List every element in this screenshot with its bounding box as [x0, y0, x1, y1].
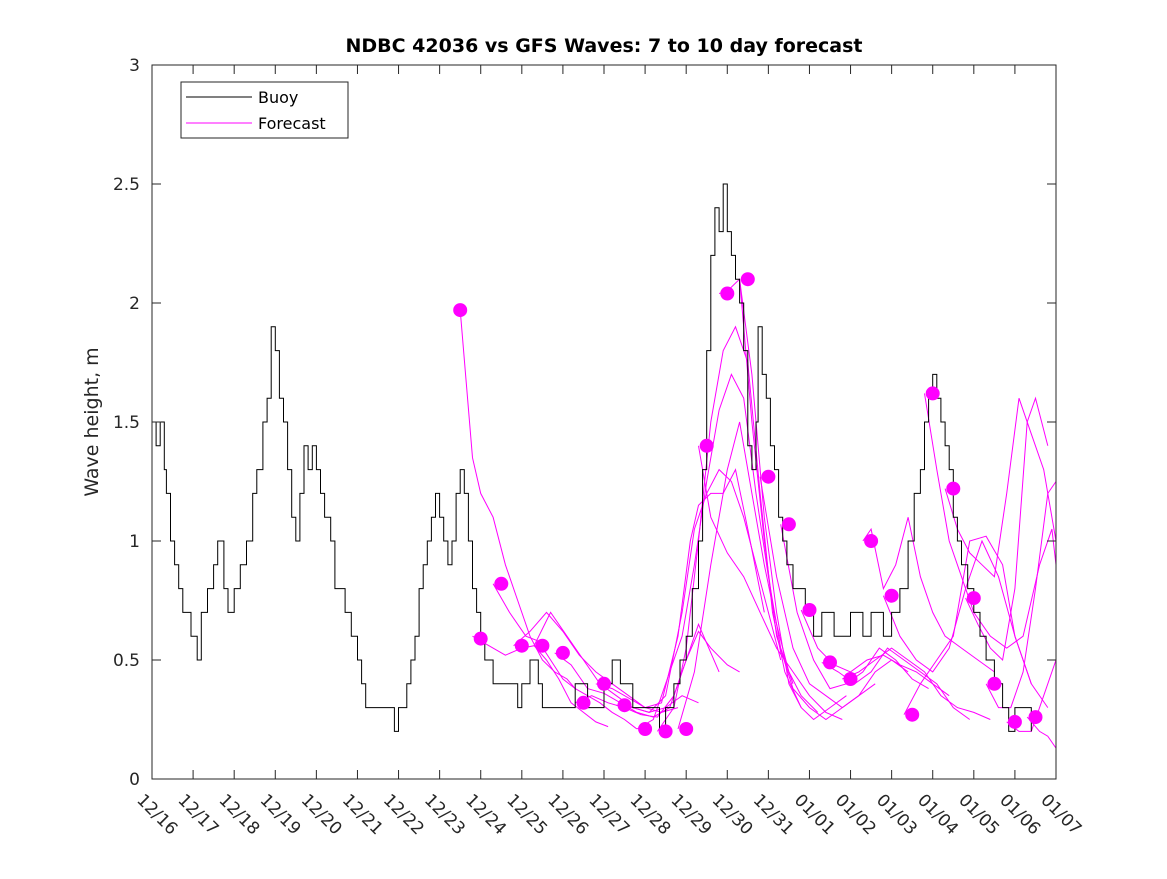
- forecast-run-line: [472, 635, 609, 728]
- forecast-marker: [864, 534, 879, 548]
- forecast-marker: [679, 722, 694, 736]
- forecast-marker: [597, 676, 611, 691]
- forecast-marker: [617, 698, 632, 713]
- forecast-run-line: [459, 310, 576, 689]
- forecast-marker: [473, 631, 488, 646]
- forecast-marker: [514, 638, 529, 653]
- forecast-run-line: [882, 539, 1032, 684]
- y-tick-label: 2.5: [113, 175, 140, 195]
- forecast-run-line: [677, 421, 819, 730]
- forecast-marker: [1007, 714, 1022, 729]
- forecast-run-line: [759, 476, 909, 709]
- y-axis-label: Wave height, m: [81, 347, 103, 496]
- y-tick-label: 2: [129, 294, 140, 314]
- forecast-marker: [823, 655, 837, 670]
- forecast-run-line: [575, 630, 740, 718]
- forecast-run-line: [1026, 716, 1057, 749]
- forecast-marker: [740, 272, 755, 287]
- forecast-marker: [884, 588, 899, 603]
- forecast-run-line: [862, 517, 995, 673]
- forecast-run-line: [718, 278, 847, 721]
- series-layer: [152, 183, 1057, 749]
- forecast-run-line: [924, 393, 1057, 649]
- forecast-marker: [720, 286, 735, 301]
- forecast-run-line: [513, 611, 679, 713]
- y-axis: 0 0.5 1 1.5 2 2.5 3: [113, 56, 1056, 790]
- forecast-marker: [638, 722, 653, 736]
- forecast-marker: [987, 676, 1002, 691]
- forecast-run-line: [595, 468, 765, 709]
- legend-forecast-label: Forecast: [258, 114, 326, 133]
- forecast-marker: [802, 603, 817, 617]
- forecast-marker: [843, 672, 858, 686]
- forecast-run-line: [698, 445, 843, 720]
- forecast-marker: [453, 303, 468, 318]
- forecast-marker: [576, 695, 591, 710]
- forecast-run-line: [985, 481, 1057, 709]
- plot-area: [152, 65, 1056, 779]
- legend: Buoy Forecast: [180, 81, 349, 139]
- forecast-marker: [1028, 710, 1043, 725]
- y-tick-label: 3: [129, 56, 140, 76]
- forecast-run-line: [842, 647, 991, 720]
- forecast-marker: [925, 386, 940, 401]
- legend-box: [180, 81, 349, 139]
- forecast-marker: [555, 645, 570, 660]
- chart-title: NDBC 42036 vs GFS Waves: 7 to 10 day for…: [345, 35, 862, 57]
- forecast-run-line: [944, 398, 1057, 578]
- forecast-run-line: [903, 535, 1049, 715]
- marker-layer: [453, 272, 1043, 739]
- legend-buoy-label: Buoy: [258, 88, 298, 107]
- forecast-marker: [494, 576, 509, 591]
- forecast-marker: [699, 438, 714, 453]
- forecast-marker: [966, 591, 981, 606]
- forecast-marker: [535, 638, 550, 653]
- buoy-line: [152, 183, 1032, 732]
- y-tick-label: 1.5: [113, 413, 140, 433]
- y-tick-label: 0.5: [113, 651, 140, 671]
- forecast-marker: [658, 724, 673, 739]
- forecast-marker: [905, 707, 920, 722]
- forecast-marker: [761, 469, 776, 484]
- y-tick-label: 1: [129, 532, 140, 552]
- forecast-marker: [781, 517, 796, 532]
- forecast-run-line: [492, 583, 638, 730]
- forecast-marker: [946, 481, 961, 496]
- y-tick-label: 0: [129, 770, 140, 790]
